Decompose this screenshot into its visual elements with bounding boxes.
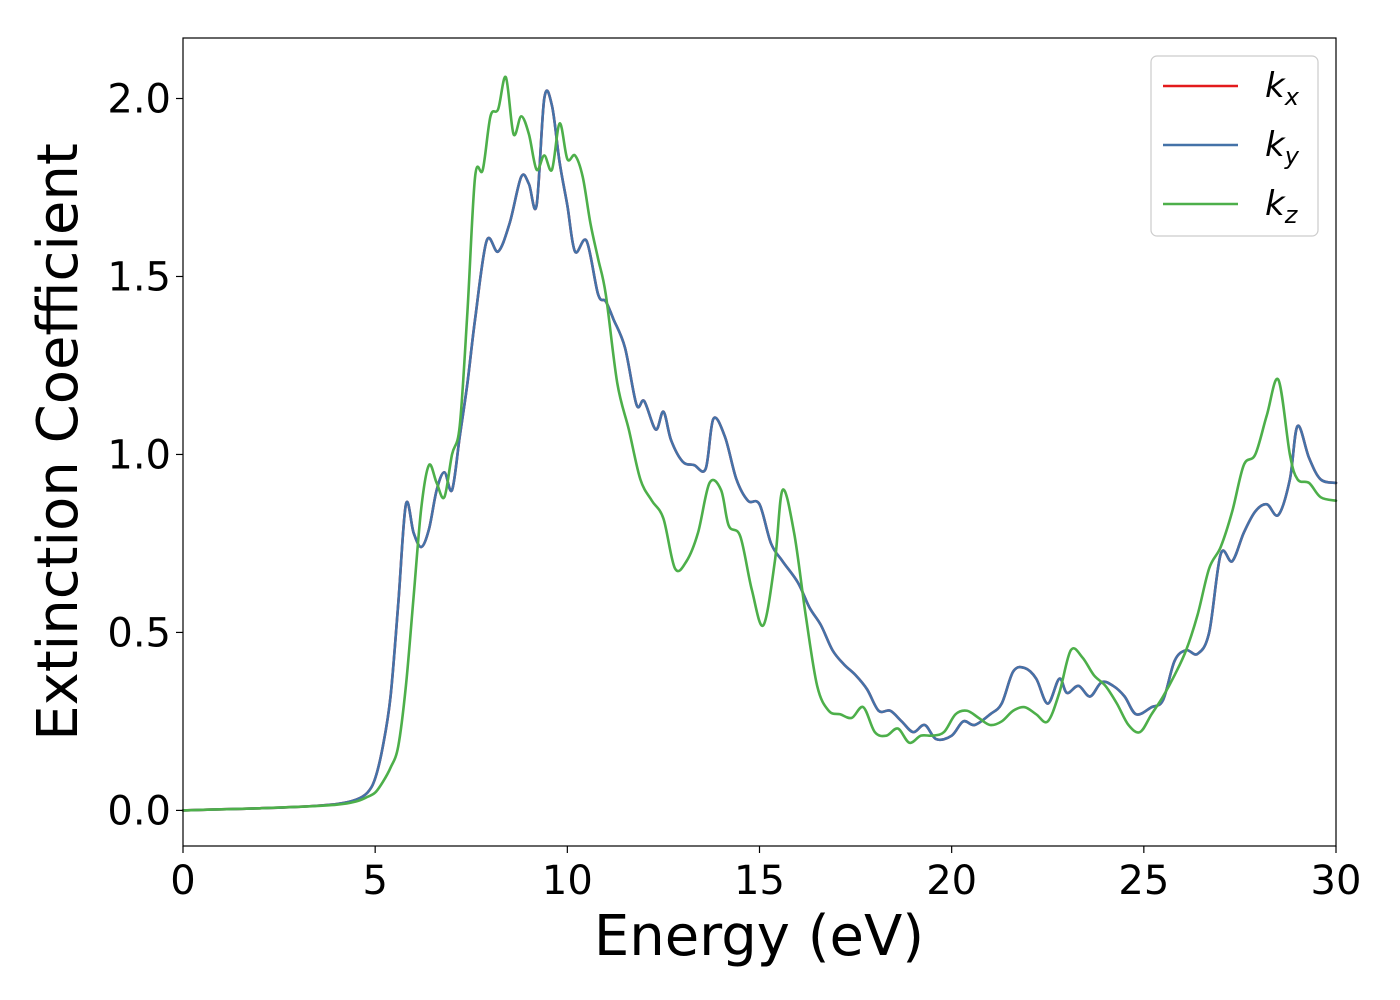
y-tick-label: 1.5 xyxy=(107,254,171,300)
x-tick-label: 5 xyxy=(362,858,387,904)
y-tick-label: 2.0 xyxy=(107,77,171,123)
legend-label-kx: kx xyxy=(1265,66,1300,111)
x-axis-label: Energy (eV) xyxy=(594,904,924,969)
x-tick-label: 0 xyxy=(170,858,195,904)
y-tick-label: 1.0 xyxy=(107,432,171,478)
x-tick-label: 15 xyxy=(734,858,785,904)
x-axis: 0 5 10 15 20 25 30 xyxy=(170,846,1361,904)
y-tick-label: 0.5 xyxy=(107,610,171,656)
legend-label-base: k xyxy=(1265,66,1286,106)
y-axis-label: Extinction Coefficient xyxy=(26,143,91,741)
x-tick-label: 10 xyxy=(542,858,593,904)
y-axis: 0.0 0.5 1.0 1.5 2.0 xyxy=(107,77,183,834)
legend-label-base: k xyxy=(1265,184,1286,224)
y-tick-label: 0.0 xyxy=(107,788,171,834)
legend-label-subscript: x xyxy=(1284,83,1300,111)
series-line-kz xyxy=(181,75,1338,812)
series-line-ky xyxy=(181,89,1338,812)
legend-label-subscript: y xyxy=(1284,142,1300,170)
x-tick-label: 20 xyxy=(926,858,977,904)
legend-label-subscript: z xyxy=(1284,201,1299,229)
x-tick-label: 30 xyxy=(1311,858,1362,904)
x-tick-label: 25 xyxy=(1118,858,1169,904)
series-layer xyxy=(181,75,1338,812)
legend-label-base: k xyxy=(1265,125,1286,165)
legend-label-ky: ky xyxy=(1265,125,1300,170)
legend-label-kz: kz xyxy=(1265,184,1299,229)
